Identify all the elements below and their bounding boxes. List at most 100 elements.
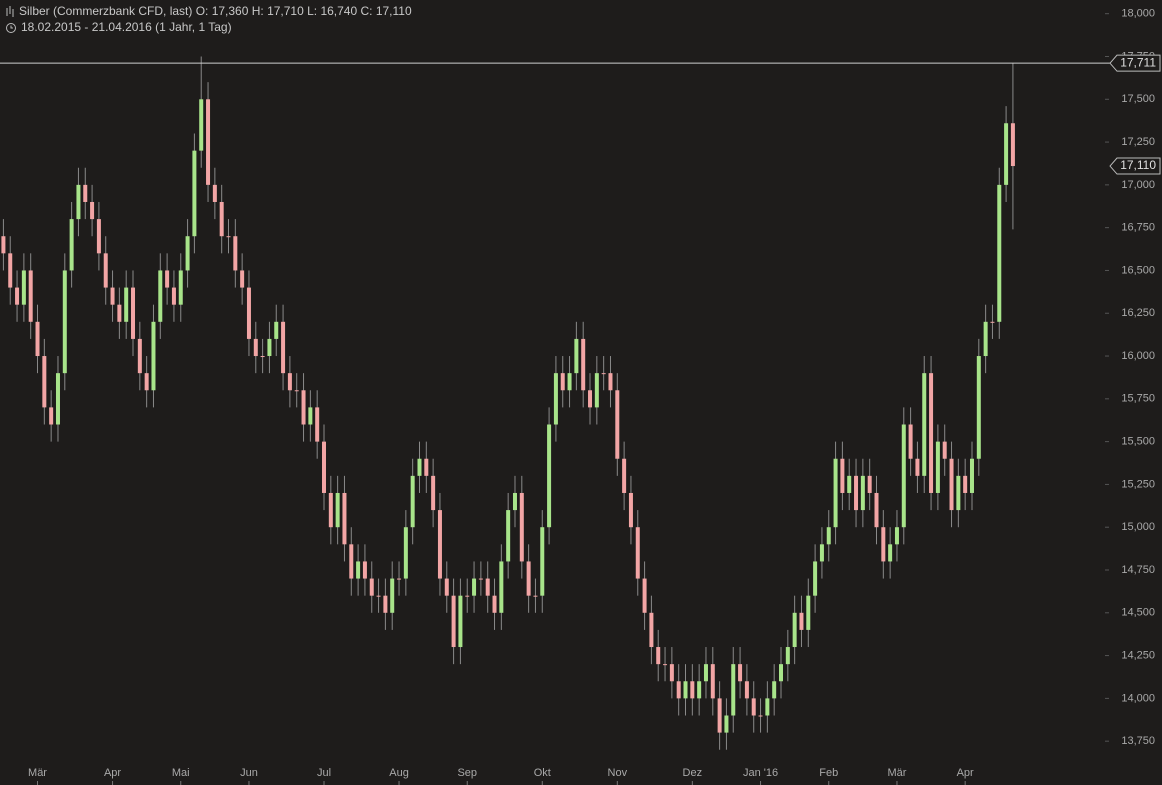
candle-body (888, 544, 893, 562)
candle-body (969, 458, 974, 493)
candle-body (206, 99, 211, 185)
candle-body (854, 475, 859, 511)
candle-body (942, 441, 947, 459)
x-tick-label: Aug (389, 767, 409, 779)
candle-body (49, 407, 54, 425)
candle-body (894, 527, 899, 545)
candle-body (253, 338, 258, 357)
candle-body (1004, 123, 1009, 185)
y-tick-label: 15,000 (1121, 521, 1155, 533)
candle-body (608, 373, 613, 391)
candle-body (874, 492, 879, 528)
high-tag (1109, 54, 1161, 72)
candle-body (956, 475, 961, 511)
candle-body (533, 595, 538, 597)
clock-hand (10, 25, 13, 29)
candle-body (553, 373, 558, 425)
candle-body (444, 578, 449, 596)
candle-body (281, 321, 286, 374)
x-tick-label: Okt (534, 767, 551, 779)
candle-body (826, 527, 831, 545)
candle-body (779, 664, 784, 682)
candle-body (499, 561, 504, 613)
candle-body (185, 236, 190, 271)
candle-body (813, 561, 818, 596)
candle-body (137, 338, 142, 374)
candle-body (437, 510, 442, 579)
x-tick-label: Feb (819, 767, 838, 779)
candle-body (287, 373, 292, 391)
candle-body (744, 681, 749, 699)
candle-body (703, 664, 708, 682)
x-tick-label: Jan '16 (743, 767, 778, 779)
x-tick-label: Sep (457, 767, 477, 779)
candle-body (260, 356, 265, 358)
candle-body (819, 544, 824, 562)
x-tick-label: Jun (240, 767, 258, 779)
candle-body (492, 595, 497, 613)
candle-body (512, 492, 517, 511)
candle-body (547, 424, 552, 528)
candle-body (758, 715, 763, 717)
y-tick-label: 14,000 (1121, 692, 1155, 704)
candle-body (199, 99, 204, 151)
candle-body (178, 270, 183, 305)
x-tick-label: Apr (104, 767, 121, 779)
candle-body (765, 698, 770, 716)
candle-body (949, 458, 954, 511)
candle-body (390, 578, 395, 613)
candle-body (267, 338, 272, 357)
x-tick-label: Nov (608, 767, 628, 779)
candle-body (90, 201, 95, 220)
candle-body (158, 270, 163, 322)
high-label: 17,711 (1120, 55, 1156, 69)
candle-body (110, 287, 115, 305)
candle-body (567, 373, 572, 391)
candle-body (15, 287, 20, 305)
y-tick-label: 15,500 (1121, 436, 1155, 448)
candle-body (908, 424, 913, 459)
candle-body (219, 201, 224, 237)
y-tick-label: 13,750 (1121, 735, 1155, 747)
x-tick-label: Jul (317, 767, 331, 779)
candle-body (785, 647, 790, 665)
candle-body (212, 184, 217, 202)
candle-body (656, 647, 661, 665)
candle-body (915, 458, 920, 476)
candle-body (294, 390, 299, 392)
candle-body (301, 390, 306, 425)
candle-body (574, 338, 579, 374)
candle-body (990, 321, 995, 323)
candle-body (124, 287, 129, 322)
candle-body (226, 236, 231, 238)
candle-body (622, 458, 627, 493)
candle-body (697, 681, 702, 699)
candle-body (635, 527, 640, 579)
candle-body (1010, 123, 1015, 167)
candle-body (628, 492, 633, 528)
candle-body (806, 595, 811, 630)
candle-body (615, 390, 620, 459)
x-tick-label: Mär (28, 767, 47, 779)
last-price-tag (1109, 157, 1161, 175)
candle-body (983, 321, 988, 357)
candle-body (103, 253, 108, 288)
candle-body (485, 578, 490, 596)
x-tick-label: Apr (957, 767, 974, 779)
candle-body (833, 458, 838, 528)
candle-body (21, 270, 26, 305)
candle-body (376, 595, 381, 597)
chart-title: Silber (Commerzbank CFD, last) O: 17,360… (19, 4, 412, 18)
candle-body (642, 578, 647, 613)
candle-body (76, 184, 81, 220)
candle-body (799, 612, 804, 630)
chart-icon (6, 6, 14, 17)
candle-body (55, 373, 60, 425)
candle-body (594, 373, 599, 408)
candle-body (417, 458, 422, 476)
candle-body (403, 527, 408, 579)
candle-body (151, 321, 156, 391)
candle-body (922, 373, 927, 476)
candle-body (472, 578, 477, 596)
candle-body (669, 664, 674, 682)
